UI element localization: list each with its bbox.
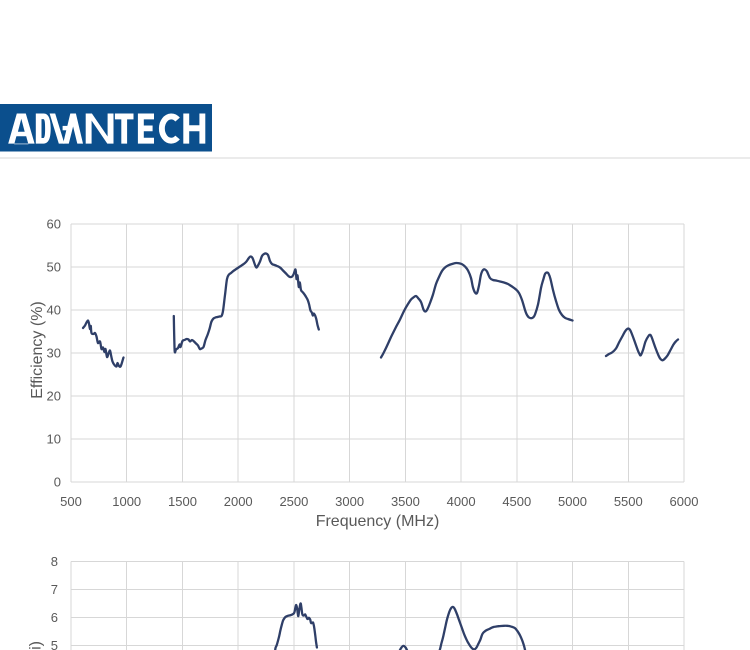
svg-text:5: 5 [51,638,58,650]
svg-text:4500: 4500 [502,494,531,509]
svg-text:3000: 3000 [335,494,364,509]
svg-text:2500: 2500 [279,494,308,509]
svg-text:40: 40 [47,303,61,318]
svg-text:500: 500 [60,494,82,509]
svg-text:4000: 4000 [447,494,476,509]
svg-text:Efficiency (%): Efficiency (%) [29,301,46,399]
svg-text:10: 10 [47,432,61,447]
svg-text:3500: 3500 [391,494,420,509]
svg-text:Frequency (MHz): Frequency (MHz) [316,513,440,530]
svg-text:30: 30 [47,346,61,361]
svg-text:1500: 1500 [168,494,197,509]
svg-text:8: 8 [51,554,58,569]
svg-text:Gain (dBi): Gain (dBi) [28,641,45,650]
svg-text:20: 20 [47,389,61,404]
svg-text:6: 6 [51,610,58,625]
svg-text:6000: 6000 [670,494,699,509]
svg-text:1000: 1000 [112,494,141,509]
svg-text:5000: 5000 [558,494,587,509]
svg-text:0: 0 [54,475,61,490]
svg-text:5500: 5500 [614,494,643,509]
svg-text:7: 7 [51,582,58,597]
svg-text:60: 60 [47,217,61,232]
svg-text:2000: 2000 [224,494,253,509]
svg-text:50: 50 [47,260,61,275]
